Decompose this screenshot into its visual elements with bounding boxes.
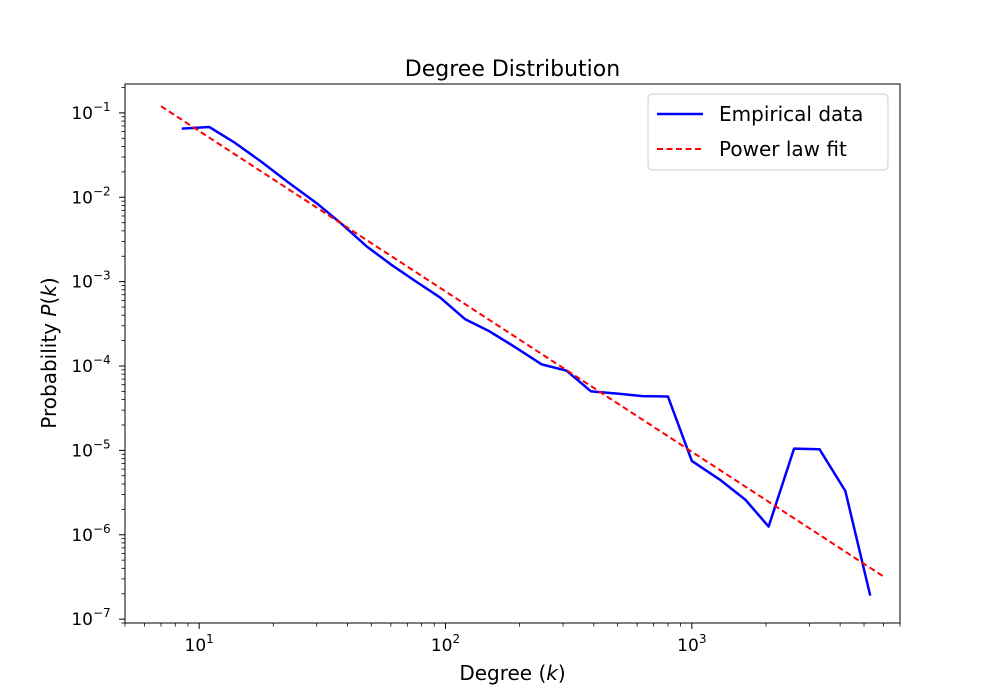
y-tick-label: 10−7 [71,606,110,630]
x-axis-ticks: 101 102 103 [124,623,901,656]
x-tick-label: 101 [185,632,214,656]
x-tick-label: 102 [431,632,460,656]
x-tick-label: 103 [677,632,706,656]
y-tick-label: 10−6 [71,522,110,546]
legend-label-empirical: Empirical data [719,102,863,126]
chart-title: Degree Distribution [405,57,620,82]
legend-label-powerlaw: Power law fit [719,137,847,161]
x-axis-label: Degree (k) [459,661,565,685]
power-law-fit-line [160,105,885,578]
plot-lines [160,105,885,596]
y-tick-label: 10−4 [71,353,110,377]
legend: Empirical data Power law fit [647,93,889,171]
y-tick-label: 10−2 [71,184,110,208]
y-tick-label: 10−3 [71,269,110,293]
y-axis-label: Probability P(k) [37,277,61,428]
y-tick-label: 10−5 [71,437,110,461]
y-axis-ticks: 10−7 10−6 10−5 10−4 10−3 10−2 10−1 [71,87,125,630]
legend-box [647,93,889,171]
empirical-data-line [181,125,872,596]
plot-frame [124,83,901,624]
y-tick-label: 10−1 [71,100,110,124]
